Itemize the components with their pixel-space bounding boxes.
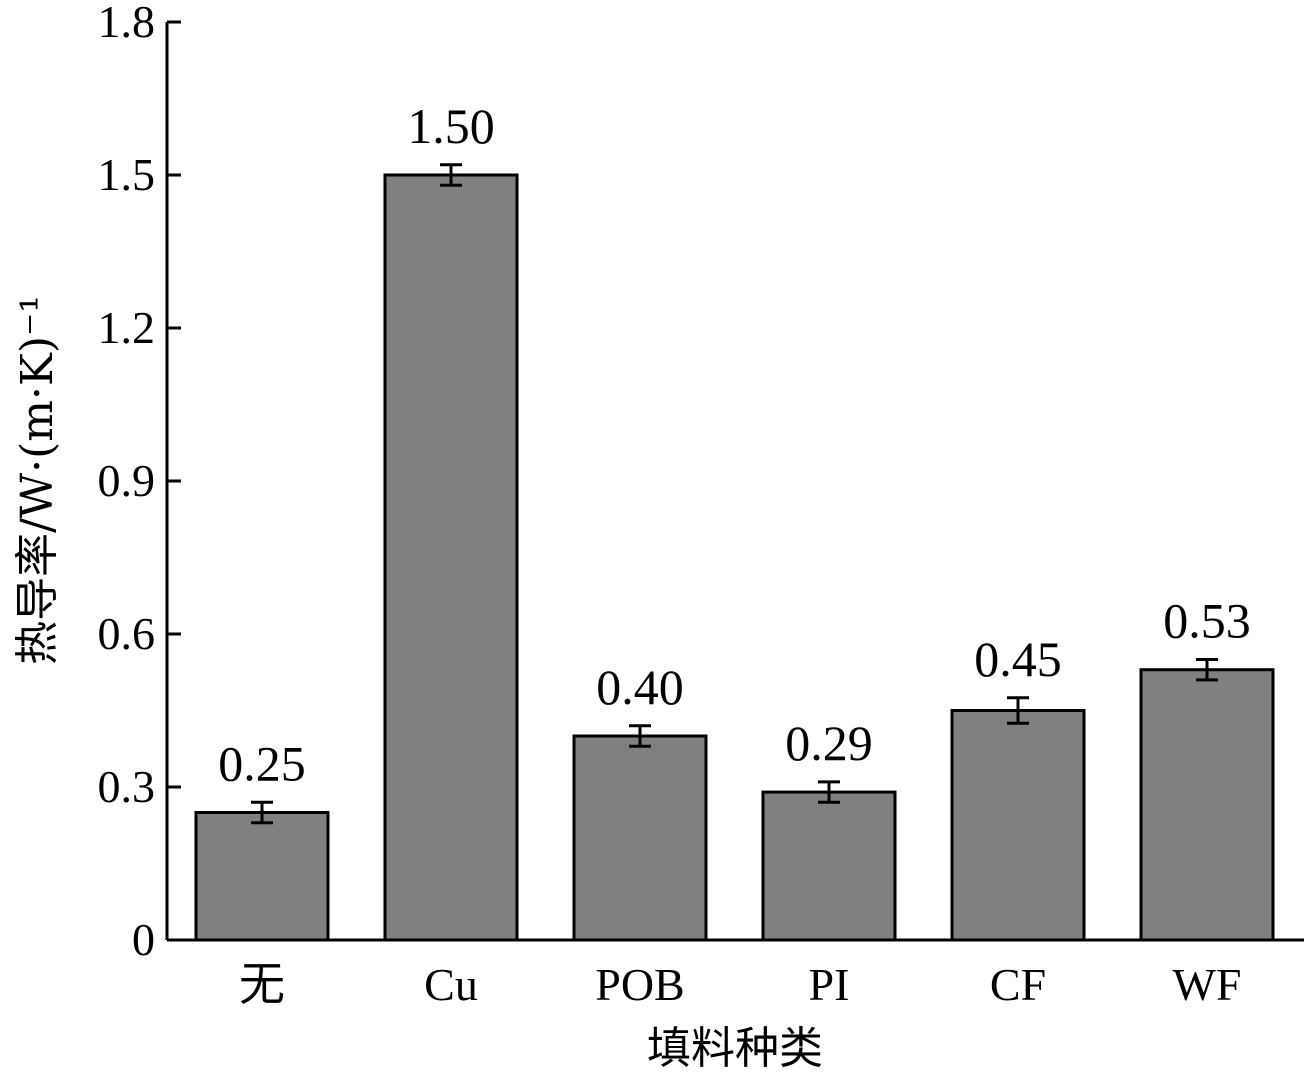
data-label: 0.45: [974, 631, 1062, 687]
data-labels: 0.25 1.50 0.40 0.29 0.45 0.53: [218, 98, 1251, 791]
bars: [194, 173, 1275, 942]
x-tick-label: WF: [1173, 959, 1242, 1010]
data-label: 0.53: [1163, 593, 1251, 649]
y-tick-label: 0: [132, 914, 155, 965]
data-label: 0.25: [218, 735, 306, 791]
y-tick-label: 0.3: [98, 761, 156, 812]
error-bars: [251, 163, 1218, 825]
bar: [194, 811, 330, 942]
x-tick-label: PI: [809, 959, 850, 1010]
x-tick-label: POB: [595, 959, 684, 1010]
x-axis-title: 填料种类: [647, 1023, 823, 1074]
y-tick-label: 1.5: [98, 149, 156, 200]
y-tick-label: 1.8: [98, 0, 156, 47]
y-tick-label: 0.9: [98, 455, 156, 506]
bar: [572, 734, 708, 942]
bar: [950, 709, 1086, 942]
x-tick-label: Cu: [424, 959, 478, 1010]
bar: [1139, 668, 1275, 942]
data-label: 0.40: [596, 659, 684, 715]
x-tick-label: 无: [239, 959, 285, 1010]
y-tick-label: 1.2: [98, 302, 156, 353]
y-tick-label: 0.6: [98, 608, 156, 659]
y-axis-ticks: 0 0.3 0.6 0.9 1.2 1.5 1.8: [98, 0, 181, 965]
x-axis-tick-labels: 无 Cu POB PI CF WF: [239, 959, 1242, 1010]
data-label: 1.50: [407, 98, 495, 154]
data-label: 0.29: [785, 715, 873, 771]
bar: [761, 790, 897, 942]
bar: [383, 173, 519, 942]
x-tick-label: CF: [990, 959, 1046, 1010]
y-axis-title: 热导率/W·(m·K)⁻¹: [12, 295, 63, 665]
